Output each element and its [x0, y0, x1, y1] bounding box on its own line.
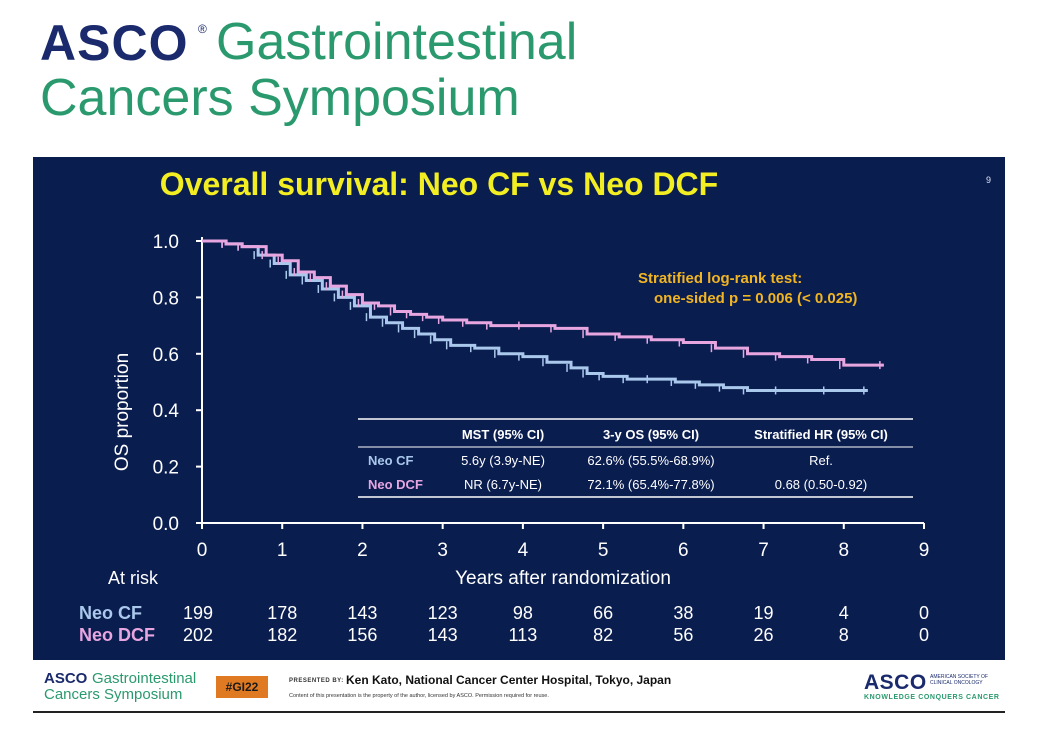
symposium-logo: ASCO ® Gastrointestinal Cancers Symposiu…	[40, 12, 740, 132]
asco-wordmark: ASCO	[40, 15, 189, 71]
x-tick-label: 3	[437, 540, 448, 561]
at-risk-value: 19	[754, 603, 774, 623]
at-risk-value: 0	[919, 625, 929, 645]
x-tick-label: 1	[277, 540, 288, 561]
y-tick-label: 0.0	[153, 514, 179, 535]
table-header-cell: 3-y OS (95% CI)	[603, 427, 699, 442]
table-cell: 62.6% (55.5%-68.9%)	[587, 453, 714, 468]
x-tick-label: 2	[357, 540, 368, 561]
table-cell: Ref.	[809, 453, 833, 468]
summary-table: MST (95% CI) 3-y OS (95% CI) Stratified HR…	[358, 418, 913, 498]
x-tick-label: 5	[598, 540, 609, 561]
slide-number: 9	[986, 175, 992, 185]
at-risk-value: 113	[509, 625, 538, 645]
asco-tagline: KNOWLEDGE CONQUERS CANCER	[864, 694, 1000, 701]
log-rank-line2: one-sided p = 0.006 (< 0.025)	[654, 290, 857, 307]
y-tick-label: 0.6	[153, 345, 179, 366]
at-risk-value: 0	[919, 603, 929, 623]
at-risk-value: 38	[673, 603, 693, 623]
log-rank-line1: Stratified log-rank test:	[638, 270, 802, 287]
y-tick-label: 1.0	[153, 232, 179, 253]
at-risk-value: 56	[673, 625, 693, 645]
at-risk-value: 26	[754, 625, 774, 645]
at-risk-row-name: Neo CF	[79, 603, 142, 623]
km-curve-neo-dcf	[202, 239, 884, 367]
footer-symposium-line2: Cancers Symposium	[44, 686, 183, 703]
at-risk-value: 98	[513, 603, 533, 623]
slide-title: Overall survival: Neo CF vs Neo DCF	[159, 166, 719, 202]
at-risk-value: 202	[183, 625, 213, 645]
presented-by-label: PRESENTED BY:	[289, 678, 344, 684]
table-cell: 5.6y (3.9y-NE)	[461, 453, 545, 468]
x-tick-label: 8	[838, 540, 849, 561]
at-risk-value: 178	[267, 603, 297, 623]
chart-annotations: Stratified log-rank test: one-sided p = 0…	[638, 270, 857, 307]
km-curve-neo-cf	[202, 239, 868, 392]
at-risk-label: At risk	[108, 568, 159, 588]
x-tick-label: 6	[678, 540, 689, 561]
chart-series	[202, 239, 884, 395]
table-cell: 0.68 (0.50-0.92)	[775, 477, 868, 492]
y-tick-label: 0.2	[153, 458, 179, 479]
table-cell: NR (6.7y-NE)	[464, 477, 542, 492]
y-tick-label: 0.4	[153, 401, 180, 422]
y-tick-label: 0.8	[153, 288, 179, 309]
x-axis-label: Years after randomization	[455, 568, 671, 589]
x-tick-label: 0	[197, 540, 208, 561]
at-risk-value: 4	[839, 603, 849, 623]
footer-asco-wordmark: ASCO	[44, 670, 88, 687]
chart-axes: 0.0 0.2 0.4 0.6 0.8 1.0 0 1 2 3 4 5 6 7 8 9 Years after …	[112, 232, 929, 589]
at-risk-value: 66	[593, 603, 613, 623]
footer-symposium-line1: Gastrointestinal	[92, 670, 197, 687]
copyright-notice: Content of this presentation is the prop…	[289, 693, 549, 699]
x-tick-label: 9	[919, 540, 930, 561]
footer-divider	[33, 711, 1005, 713]
hashtag-badge: #GI22	[216, 676, 268, 698]
at-risk-value: 182	[267, 625, 297, 645]
at-risk-value: 156	[347, 625, 377, 645]
at-risk-row-name: Neo DCF	[79, 625, 155, 645]
symposium-name-line1: Gastrointestinal	[216, 13, 578, 71]
asco-logo-right: ASCO	[864, 671, 927, 694]
at-risk-value: 143	[347, 603, 377, 623]
slide-panel	[33, 157, 1005, 660]
table-row-label: Neo DCF	[368, 477, 423, 492]
table-header-cell: Stratified HR (95% CI)	[754, 427, 888, 442]
y-axis-label: OS proportion	[112, 353, 133, 471]
at-risk-value: 123	[428, 603, 458, 623]
symposium-name-line2: Cancers Symposium	[40, 69, 520, 127]
table-cell: 72.1% (65.4%-77.8%)	[587, 477, 714, 492]
at-risk-value: 82	[593, 625, 613, 645]
at-risk-value: 8	[839, 625, 849, 645]
registered-mark: ®	[198, 22, 207, 36]
at-risk-value: 199	[183, 603, 213, 623]
society-name: AMERICAN SOCIETY OF CLINICAL ONCOLOGY	[930, 674, 988, 686]
presenter-name: Ken Kato, National Cancer Center Hospita…	[346, 673, 672, 687]
at-risk-value: 143	[428, 625, 458, 645]
table-row-label: Neo CF	[368, 453, 414, 468]
x-tick-label: 4	[518, 540, 529, 561]
x-tick-label: 7	[758, 540, 769, 561]
table-header-cell: MST (95% CI)	[462, 427, 544, 442]
